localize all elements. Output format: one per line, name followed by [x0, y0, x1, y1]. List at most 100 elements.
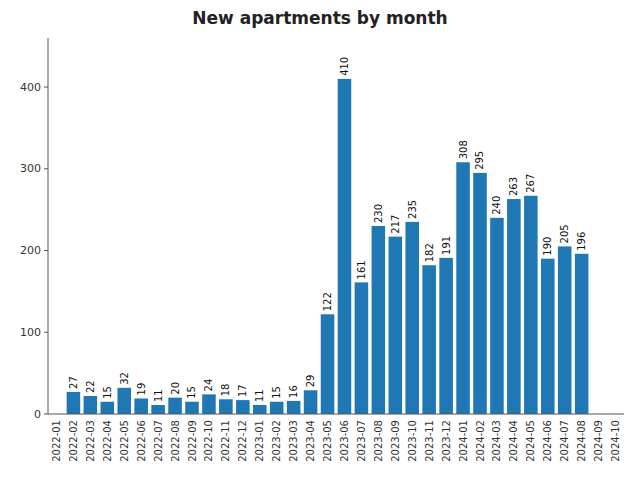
y-tick-label: 100 [20, 326, 41, 339]
bar [338, 79, 352, 414]
data-label: 19 [136, 383, 147, 396]
y-tick [44, 332, 48, 333]
x-tick-label: 2023-11 [424, 420, 435, 462]
data-label: 308 [458, 140, 469, 159]
x-tick-label: 2022-01 [51, 420, 62, 462]
x-tick-label: 2022-11 [220, 420, 231, 462]
bar [558, 246, 572, 414]
x-tick-label: 2023-01 [254, 420, 265, 462]
data-label: 17 [237, 384, 248, 397]
data-label: 182 [424, 243, 435, 262]
data-label: 235 [407, 200, 418, 219]
title: New apartments by month [192, 8, 447, 28]
x-tick-label: 2024-07 [559, 420, 570, 462]
bar [507, 199, 521, 414]
data-label: 11 [254, 389, 265, 402]
x-tick-label: 2023-02 [271, 420, 282, 462]
bar [168, 398, 182, 414]
x-tick-label: 2024-05 [525, 420, 536, 462]
x-tick-label: 2024-01 [458, 420, 469, 462]
bar [236, 400, 250, 414]
bar [219, 399, 233, 414]
data-label: 20 [170, 382, 181, 395]
x-tick-label: 2024-06 [542, 420, 553, 462]
data-label: 295 [475, 151, 486, 170]
bar [185, 402, 199, 414]
x-tick-label: 2022-04 [102, 420, 113, 462]
chart: New apartments by month01002003004002022… [0, 0, 640, 480]
data-label: 191 [441, 236, 452, 255]
x-tick-label: 2024-03 [491, 420, 502, 462]
bar [253, 405, 267, 414]
y-tick [44, 414, 48, 415]
data-label: 18 [220, 384, 231, 397]
data-label: 15 [187, 386, 198, 399]
x-axis-line [48, 414, 624, 415]
bar [541, 259, 555, 414]
data-label: 161 [356, 260, 367, 279]
x-tick-label: 2023-03 [288, 420, 299, 462]
data-label: 22 [85, 380, 96, 393]
data-label: 11 [153, 389, 164, 402]
data-label: 122 [322, 292, 333, 311]
bar [67, 392, 81, 414]
x-tick-label: 2024-02 [475, 420, 486, 462]
x-tick-label: 2023-10 [407, 420, 418, 462]
bar [524, 196, 538, 414]
data-label: 15 [271, 386, 282, 399]
y-tick [44, 87, 48, 88]
data-label: 190 [542, 237, 553, 256]
x-tick-label: 2022-12 [237, 420, 248, 462]
data-label: 15 [102, 386, 113, 399]
x-tick-label: 2022-08 [170, 420, 181, 462]
x-tick-label: 2022-06 [136, 420, 147, 462]
data-label: 32 [119, 372, 130, 385]
x-tick-label: 2022-09 [187, 420, 198, 462]
y-tick-label: 0 [34, 408, 41, 421]
x-tick-label: 2023-05 [322, 420, 333, 462]
data-label: 24 [203, 379, 214, 392]
x-tick-label: 2022-10 [203, 420, 214, 462]
bar [389, 237, 403, 414]
x-tick-label: 2023-06 [339, 420, 350, 462]
y-tick [44, 250, 48, 251]
x-tick-label: 2023-09 [390, 420, 401, 462]
bar [405, 222, 419, 414]
bar [372, 226, 386, 414]
x-tick-label: 2022-07 [153, 420, 164, 462]
bar [473, 173, 487, 414]
x-tick-label: 2024-10 [610, 420, 621, 462]
x-tick-label: 2023-12 [441, 420, 452, 462]
x-tick-label: 2022-03 [85, 420, 96, 462]
bar [84, 396, 98, 414]
bar [456, 162, 470, 414]
data-label: 29 [305, 375, 316, 388]
bar [151, 405, 165, 414]
bar [117, 388, 131, 414]
bar [101, 402, 115, 414]
data-label: 27 [68, 376, 79, 389]
x-tick-label: 2024-04 [508, 420, 519, 462]
data-label: 196 [576, 232, 587, 251]
bar [575, 254, 589, 414]
data-label: 267 [525, 174, 536, 193]
bar [321, 314, 335, 414]
data-label: 263 [508, 177, 519, 196]
y-tick [44, 168, 48, 169]
bar [439, 258, 453, 414]
bar [304, 390, 318, 414]
y-axis-line [48, 38, 49, 414]
x-tick-label: 2023-04 [305, 420, 316, 462]
data-label: 217 [390, 215, 401, 234]
data-label: 410 [339, 57, 350, 76]
bar [270, 402, 284, 414]
bar [202, 394, 216, 414]
y-tick-label: 300 [20, 162, 41, 175]
bar [422, 265, 436, 414]
data-label: 240 [491, 196, 502, 215]
data-label: 16 [288, 385, 299, 398]
bar [287, 401, 301, 414]
x-tick-label: 2023-08 [373, 420, 384, 462]
x-tick-label: 2022-02 [68, 420, 79, 462]
y-tick-label: 400 [20, 81, 41, 94]
